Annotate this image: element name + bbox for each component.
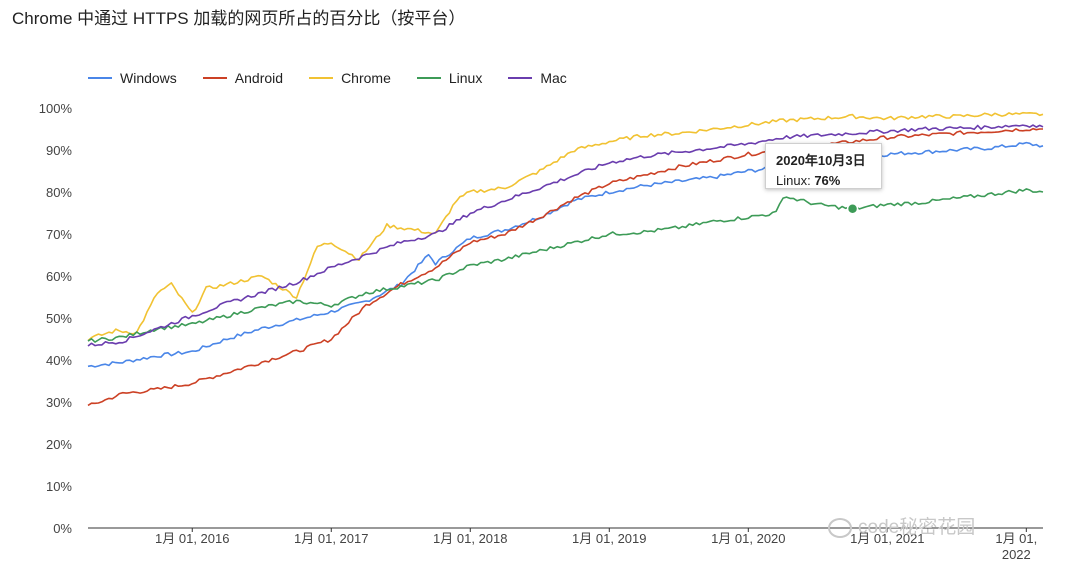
x-tick-label: 1月 01, 2022 [995, 531, 1037, 562]
x-tick-label: 1月 01, 2017 [294, 531, 368, 546]
y-tick-label: 90% [46, 143, 72, 158]
y-tick-label: 30% [46, 395, 72, 410]
legend-swatch [416, 77, 441, 79]
series-line-mac [87, 124, 1044, 347]
legend-item-mac: Mac [508, 70, 567, 86]
legend-item-windows: Windows [88, 70, 177, 86]
y-tick-label: 10% [46, 479, 72, 494]
chart-title: Chrome 中通过 HTTPS 加载的网页所占的百分比（按平台） [12, 9, 466, 28]
tooltip-series: Linux [776, 173, 808, 188]
y-tick-label: 40% [46, 353, 72, 368]
y-tick-label: 100% [39, 101, 73, 116]
series-line-android [87, 127, 1043, 407]
highlight-point [846, 203, 859, 215]
data-tooltip: 2020年10月3日 Linux: 76% [765, 143, 882, 189]
y-tick-label: 20% [46, 437, 72, 452]
legend-swatch [309, 77, 334, 79]
legend-item-chrome: Chrome [309, 70, 391, 86]
y-tick-label: 0% [53, 521, 72, 536]
legend-item-linux: Linux [416, 70, 483, 86]
wechat-icon [828, 517, 852, 538]
y-tick-label: 50% [46, 311, 72, 326]
legend-swatch [202, 77, 227, 79]
legend-swatch [508, 77, 533, 79]
legend-swatch [88, 77, 112, 79]
watermark-text: code秘密花园 [858, 517, 976, 538]
x-tick-label: 1月 01, 2016 [155, 531, 229, 546]
legend-label: Android [234, 70, 284, 86]
y-tick-label: 80% [46, 185, 72, 200]
y-tick-label: 60% [46, 269, 72, 284]
series-line-chrome [87, 111, 1044, 342]
legend-label: Linux [448, 70, 483, 86]
series-line-linux [87, 188, 1044, 343]
legend-item-android: Android [202, 70, 284, 86]
x-tick-label: 1月 01, 2021 [850, 531, 924, 546]
legend-label: Windows [120, 70, 177, 86]
legend-label: Mac [540, 70, 567, 86]
tooltip-date: 2020年10月3日 [776, 153, 866, 168]
tooltip-value: 76% [814, 173, 841, 188]
legend: Windows Android Chrome Linux Mac [88, 70, 567, 86]
x-tick-label: 1月 01, 2018 [433, 531, 507, 546]
y-tick-label: 70% [46, 227, 72, 242]
watermark: code秘密花园 [828, 512, 975, 539]
x-tick-label: 1月 01, 2020 [711, 531, 785, 546]
x-tick-label: 1月 01, 2019 [572, 531, 646, 546]
legend-label: Chrome [341, 70, 391, 86]
series-line-windows [87, 141, 1044, 368]
